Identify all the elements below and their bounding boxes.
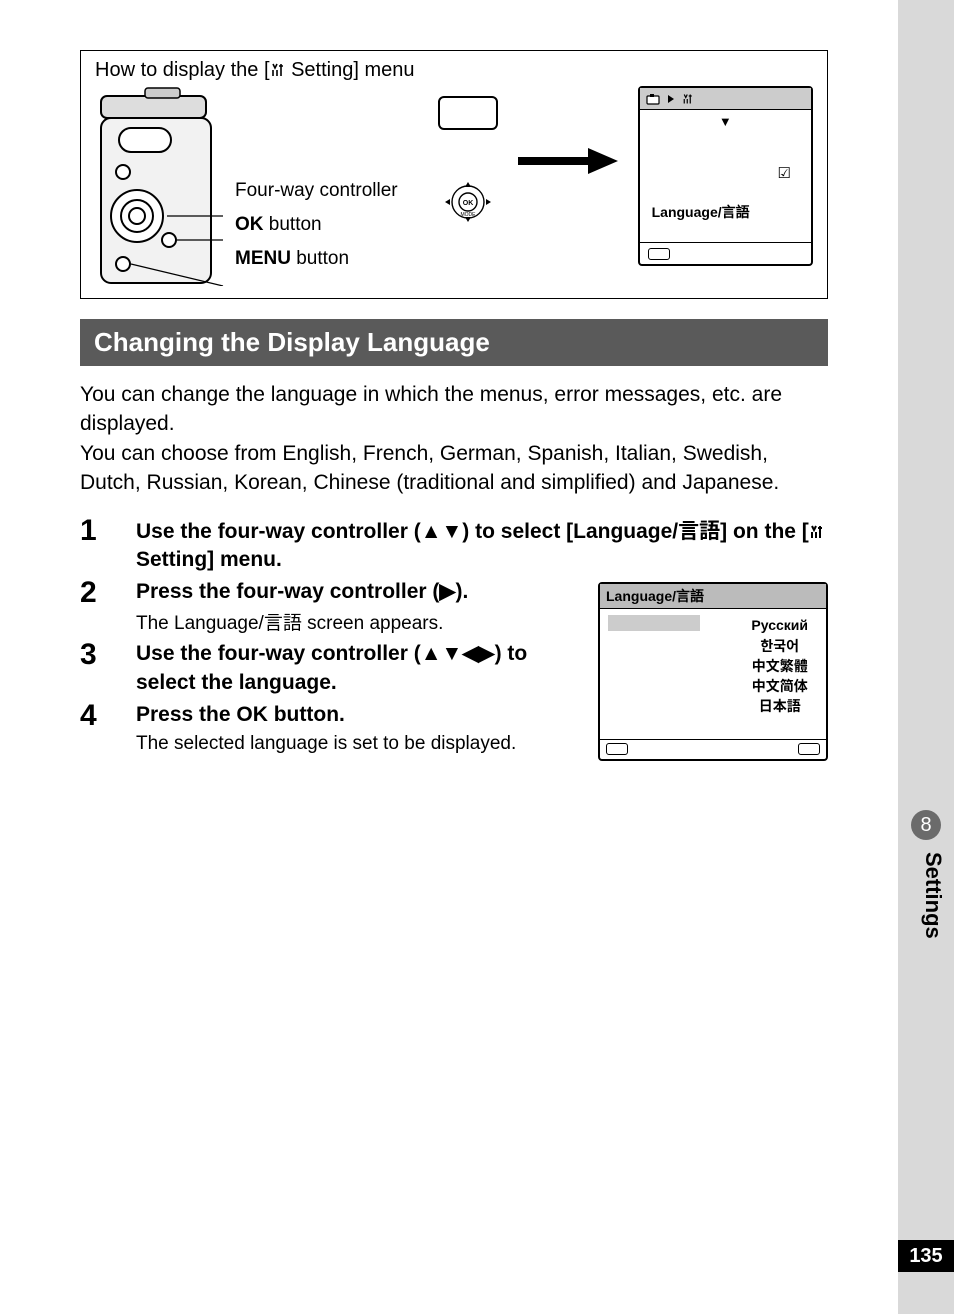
step-1-title-cjk: 言語: [678, 515, 720, 545]
section-heading: Changing the Display Language: [80, 319, 828, 366]
label-menu-bold: MENU: [235, 248, 291, 269]
step-2-body: Press the four-way controller (▶). The L…: [136, 578, 580, 636]
step-2-number: 2: [80, 578, 112, 608]
lcd2-opt-russian: Русский: [751, 615, 808, 635]
page: How to display the [ Setting] menu: [0, 0, 898, 1314]
label-menu-rest: button: [291, 248, 349, 269]
step-1-body: Use the four-way controller (▲▼) to sele…: [136, 516, 828, 575]
label-ok-bold: OK: [235, 214, 264, 235]
label-ok: OK button: [235, 208, 398, 242]
howto-box: How to display the [ Setting] menu: [80, 50, 828, 299]
setting-icon-inline: [809, 524, 825, 540]
label-fourway: Four-way controller: [235, 174, 398, 208]
step-1-title: Use the four-way controller (▲▼) to sele…: [136, 516, 828, 575]
step-4-number: 4: [80, 701, 112, 731]
steps-with-lcd: 2 Press the four-way controller (▶). The…: [80, 578, 828, 761]
svg-text:OK: OK: [462, 200, 473, 207]
chapter-label: Settings: [906, 852, 946, 939]
lcd2-options: Русский 한국어 中文繁體 中文简体 日本語: [751, 615, 808, 716]
ok-dial-wrap: OK MODE: [438, 180, 498, 224]
step-2-title: Press the four-way controller (▶).: [136, 578, 580, 606]
step-3-number: 3: [80, 640, 112, 670]
lcd2-opt-chinese-trad: 中文繁體: [751, 656, 808, 676]
step-1: 1 Use the four-way controller (▲▼) to se…: [80, 516, 828, 575]
body-paragraphs: You can change the language in which the…: [80, 380, 828, 498]
howto-title: How to display the [ Setting] menu: [95, 59, 813, 82]
transition-arrow: [518, 86, 618, 181]
step-1-title-c: Setting] menu.: [136, 548, 282, 571]
lcd2-opt-korean: 한국어: [751, 636, 808, 656]
step-4-title-a: Press the: [136, 703, 236, 726]
play-tab-icon: [666, 93, 676, 105]
camera-illustration: [95, 86, 225, 286]
setting-tab-icon: [682, 93, 694, 105]
label-ok-rest: button: [264, 214, 322, 235]
content-area: How to display the [ Setting] menu: [0, 0, 898, 761]
step-4: 4 Press the OK button. The selected lang…: [80, 701, 580, 757]
menu-button-outline: [438, 96, 498, 130]
step-4-desc: The selected language is set to be displ…: [136, 731, 580, 757]
lcd2-bottom-bar: [600, 739, 826, 759]
step-2-desc-cjk: 言語: [264, 608, 302, 635]
lcd2-menu-button-icon: [606, 743, 628, 755]
page-number: 135: [898, 1240, 954, 1272]
step-2: 2 Press the four-way controller (▶). The…: [80, 578, 580, 636]
ok-dial-icon: OK MODE: [439, 180, 497, 224]
step-2-desc-b: screen appears.: [302, 613, 444, 634]
lcd-check-icon: ☑: [778, 164, 791, 182]
step-1-title-a: Use the four-way controller (▲▼) to sele…: [136, 520, 678, 543]
chapter-number: 8: [911, 810, 941, 840]
lcd2-opt-japanese: 日本語: [751, 696, 808, 716]
button-labels: Four-way controller OK button MENU butto…: [235, 86, 398, 277]
lcd2-opt-chinese-simp: 中文简体: [751, 676, 808, 696]
howto-inner: Four-way controller OK button MENU butto…: [95, 86, 813, 286]
steps-list: 1 Use the four-way controller (▲▼) to se…: [80, 516, 828, 762]
lcd-tabs: [640, 88, 811, 110]
step-2-desc: The Language/言語 screen appears.: [136, 609, 580, 637]
lcd-bottom-bar: [640, 242, 811, 264]
setting-icon: [270, 62, 286, 78]
steps-left: 2 Press the four-way controller (▶). The…: [80, 578, 580, 761]
step-3-title: Use the four-way controller (▲▼◀▶) to se…: [136, 640, 580, 697]
camera-tab-icon: [646, 93, 660, 105]
step-4-title-b: button.: [268, 703, 345, 726]
mid-column: OK MODE: [438, 86, 498, 224]
lcd-menu-button-icon: [648, 248, 670, 260]
howto-title-pre: How to display the [: [95, 59, 270, 81]
label-menu: MENU button: [235, 242, 398, 276]
step-4-title: Press the OK button.: [136, 701, 580, 729]
step-3: 3 Use the four-way controller (▲▼◀▶) to …: [80, 640, 580, 697]
step-4-body: Press the OK button. The selected langua…: [136, 701, 580, 757]
step-1-number: 1: [80, 516, 112, 546]
arrow-right-icon: [518, 146, 618, 176]
step-4-title-ok: OK: [236, 703, 268, 726]
howto-title-post: Setting] menu: [286, 59, 415, 81]
lcd2-title: Language/言語: [600, 584, 826, 609]
step-3-body: Use the four-way controller (▲▼◀▶) to se…: [136, 640, 580, 697]
lcd2-body: Русский 한국어 中文繁體 中文简体 日本語: [600, 609, 826, 739]
lcd2-ok-button-icon: [798, 743, 820, 755]
lcd2-selection-highlight: [608, 615, 700, 631]
lcd-lang-label: Language/言語: [652, 202, 750, 222]
paragraph-1: You can change the language in which the…: [80, 380, 828, 439]
side-tab: 8 Settings 135: [898, 0, 954, 1314]
lcd-language-screen: Language/言語 Русский 한국어 中文繁體 中文简体 日本語: [598, 582, 828, 761]
lcd-setting-menu: ▼ ☑ Language/言語: [638, 86, 813, 266]
lcd-down-arrow-icon: ▼: [719, 114, 732, 129]
step-2-desc-a: The Language/: [136, 613, 264, 634]
step-1-title-b: ] on the [: [720, 520, 809, 543]
paragraph-2: You can choose from English, French, Ger…: [80, 439, 828, 498]
